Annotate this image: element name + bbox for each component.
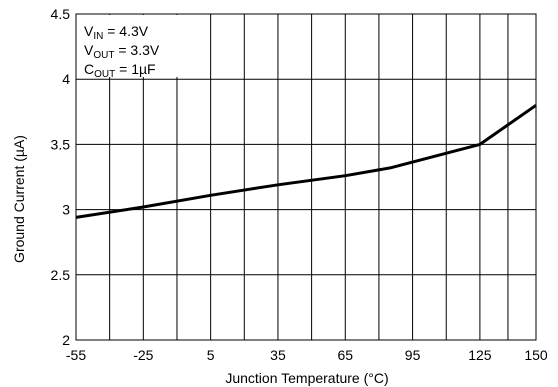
series-line (76, 105, 536, 217)
x-tick-label: -25 (133, 347, 153, 363)
data-series (76, 105, 536, 217)
x-tick-label: 125 (468, 347, 492, 363)
y-tick-label: 3.5 (51, 136, 71, 152)
x-tick-label: 95 (405, 347, 421, 363)
x-tick-label: 5 (207, 347, 215, 363)
x-axis-label: Junction Temperature (°C) (225, 370, 388, 386)
x-tick-label: 35 (270, 347, 286, 363)
y-axis-label: Ground Current (µA) (11, 135, 27, 263)
y-tick-label: 2.5 (51, 267, 71, 283)
x-tick-label: 65 (337, 347, 353, 363)
x-tick-label: 150 (524, 347, 548, 363)
x-tick-label: -55 (66, 347, 86, 363)
y-tick-label: 4 (62, 71, 70, 87)
y-tick-label: 2 (62, 332, 70, 348)
y-tick-label: 4.5 (51, 6, 71, 22)
y-tick-label: 3 (62, 202, 70, 218)
